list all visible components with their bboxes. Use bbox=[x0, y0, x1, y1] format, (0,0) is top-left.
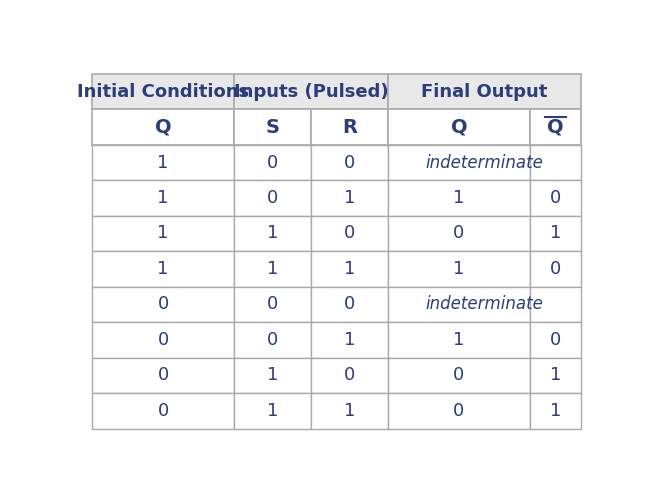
Bar bbox=[92, 287, 234, 322]
Bar bbox=[234, 180, 311, 216]
Bar bbox=[388, 358, 530, 393]
Bar bbox=[311, 109, 388, 145]
Bar bbox=[311, 180, 388, 216]
Text: 0: 0 bbox=[550, 260, 561, 278]
Text: 1: 1 bbox=[158, 224, 169, 243]
Bar bbox=[388, 322, 530, 358]
Bar bbox=[234, 74, 388, 109]
Text: 1: 1 bbox=[158, 153, 169, 172]
Bar bbox=[234, 393, 311, 429]
Text: Q: Q bbox=[451, 118, 467, 137]
Bar bbox=[92, 322, 234, 358]
Text: R: R bbox=[342, 118, 357, 137]
Text: 1: 1 bbox=[267, 367, 278, 384]
Text: 1: 1 bbox=[453, 331, 464, 349]
Text: Initial Conditions: Initial Conditions bbox=[77, 83, 249, 100]
Bar bbox=[92, 251, 234, 287]
Bar bbox=[530, 216, 581, 251]
Bar bbox=[234, 109, 311, 145]
Text: 1: 1 bbox=[550, 402, 561, 420]
Bar bbox=[92, 145, 234, 180]
Text: 0: 0 bbox=[453, 402, 464, 420]
Text: 0: 0 bbox=[267, 295, 278, 314]
Bar bbox=[234, 358, 311, 393]
Text: 0: 0 bbox=[158, 331, 169, 349]
Text: 1: 1 bbox=[267, 260, 278, 278]
Bar bbox=[530, 358, 581, 393]
Text: 0: 0 bbox=[267, 331, 278, 349]
Bar bbox=[234, 216, 311, 251]
Bar bbox=[388, 180, 530, 216]
Text: 0: 0 bbox=[267, 189, 278, 207]
Bar bbox=[311, 287, 388, 322]
Bar bbox=[530, 145, 581, 180]
Bar bbox=[388, 393, 530, 429]
Text: 0: 0 bbox=[344, 295, 355, 314]
Text: 1: 1 bbox=[267, 402, 278, 420]
Text: 1: 1 bbox=[453, 260, 464, 278]
Bar bbox=[311, 145, 388, 180]
Bar bbox=[388, 251, 530, 287]
Bar bbox=[388, 74, 581, 109]
Bar bbox=[234, 322, 311, 358]
Text: 0: 0 bbox=[550, 331, 561, 349]
Text: 0: 0 bbox=[344, 224, 355, 243]
Bar bbox=[92, 74, 234, 109]
Text: indeterminate: indeterminate bbox=[426, 153, 543, 172]
Text: 0: 0 bbox=[550, 189, 561, 207]
Bar bbox=[311, 216, 388, 251]
Text: 0: 0 bbox=[344, 367, 355, 384]
Bar bbox=[530, 109, 581, 145]
Text: 1: 1 bbox=[550, 224, 561, 243]
Bar bbox=[388, 145, 530, 180]
Text: 0: 0 bbox=[453, 224, 464, 243]
Text: Final Output: Final Output bbox=[421, 83, 548, 100]
Text: Inputs (Pulsed): Inputs (Pulsed) bbox=[234, 83, 388, 100]
Text: 0: 0 bbox=[158, 402, 169, 420]
Bar bbox=[234, 251, 311, 287]
Bar bbox=[234, 145, 311, 180]
Text: 0: 0 bbox=[267, 153, 278, 172]
Bar bbox=[92, 109, 234, 145]
Text: 1: 1 bbox=[344, 331, 355, 349]
Text: 1: 1 bbox=[158, 260, 169, 278]
Bar bbox=[530, 180, 581, 216]
Bar bbox=[311, 322, 388, 358]
Text: 1: 1 bbox=[158, 189, 169, 207]
Bar bbox=[311, 358, 388, 393]
Text: 0: 0 bbox=[344, 153, 355, 172]
Text: 0: 0 bbox=[158, 367, 169, 384]
Text: 1: 1 bbox=[344, 260, 355, 278]
Bar bbox=[311, 393, 388, 429]
Text: 0: 0 bbox=[453, 367, 464, 384]
Text: indeterminate: indeterminate bbox=[426, 295, 543, 314]
Text: 1: 1 bbox=[344, 402, 355, 420]
Text: Q: Q bbox=[155, 118, 171, 137]
Text: 1: 1 bbox=[267, 224, 278, 243]
Text: 1: 1 bbox=[344, 189, 355, 207]
Bar bbox=[311, 251, 388, 287]
Bar bbox=[234, 287, 311, 322]
Text: S: S bbox=[265, 118, 279, 137]
Bar bbox=[530, 251, 581, 287]
Bar bbox=[388, 109, 530, 145]
Bar bbox=[92, 358, 234, 393]
Text: 1: 1 bbox=[453, 189, 464, 207]
Bar bbox=[388, 216, 530, 251]
Bar bbox=[530, 322, 581, 358]
Bar bbox=[530, 287, 581, 322]
Text: Q: Q bbox=[547, 118, 564, 137]
Bar bbox=[92, 216, 234, 251]
Bar bbox=[530, 393, 581, 429]
Bar bbox=[92, 180, 234, 216]
Bar bbox=[92, 393, 234, 429]
Text: 1: 1 bbox=[550, 367, 561, 384]
Text: 0: 0 bbox=[158, 295, 169, 314]
Bar bbox=[388, 287, 530, 322]
